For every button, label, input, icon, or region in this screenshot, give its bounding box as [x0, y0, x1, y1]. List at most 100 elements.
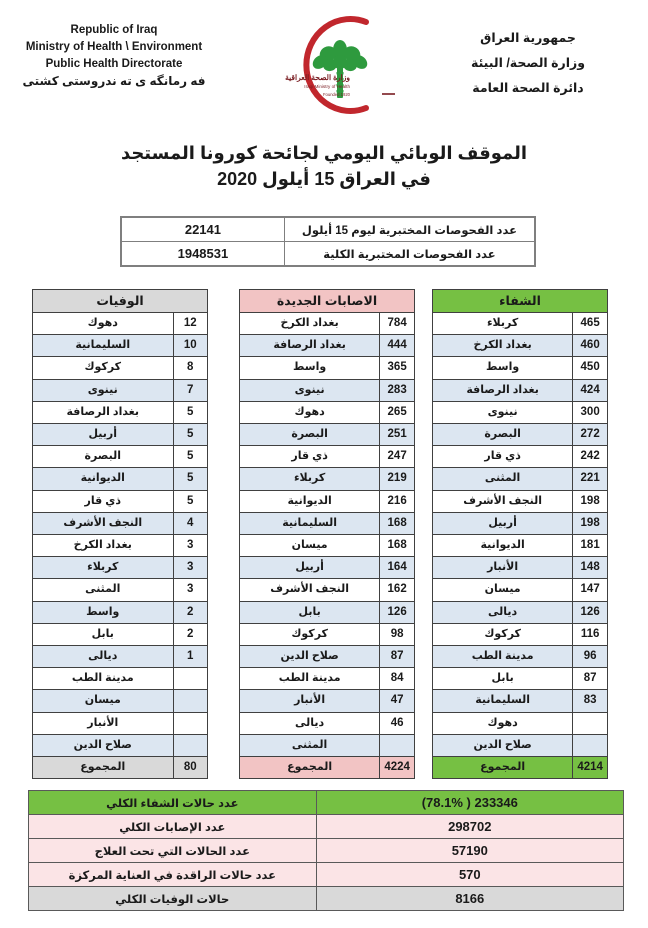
new-cases-value-cell: 444	[379, 334, 415, 358]
summary-label-cell: عدد الإصابات الكلي	[28, 814, 317, 839]
recovered-province-cell: النجف الأشرف	[431, 489, 574, 513]
deaths-value-cell: 5	[172, 400, 209, 425]
summary-value-cell: 57190	[315, 838, 625, 863]
table-row: 198 أربيل	[431, 511, 608, 536]
deaths-province-cell: بابل	[32, 622, 174, 647]
deaths-value-cell	[172, 733, 209, 758]
table-row: 181 الديوانية	[431, 534, 608, 558]
header-arabic-line-1: جمهورية العراق	[480, 31, 576, 45]
new-cases-value-cell: 126	[379, 600, 415, 624]
table-row: 424 بغداد الرصافة	[431, 378, 608, 402]
new-cases-value-cell: 168	[379, 534, 415, 558]
recovered-province-cell: الأنبار	[431, 556, 574, 580]
recovered-value-cell	[572, 711, 608, 735]
table-row: 1 ديالى	[32, 645, 209, 669]
deaths-value-cell: 12	[172, 311, 209, 336]
table-row: 444 بغداد الرصافة	[238, 334, 415, 358]
summary-value-cell: 233346 ( 78.1%)	[315, 790, 625, 815]
recovered-total-label: المجموع	[431, 756, 574, 780]
deaths-province-cell: أربيل	[32, 423, 174, 447]
deaths-value-cell: 7	[172, 378, 209, 402]
table-row: دهوك	[431, 711, 608, 735]
table-row: 247 ذي قار	[238, 445, 415, 469]
table-row: 251 البصرة	[238, 423, 415, 447]
table-header-row: الوفيات	[32, 289, 208, 313]
lab-tests-daily-label: عدد الفحوصات المختبرية ليوم 15 أيلول	[283, 217, 536, 242]
recovered-province-cell: ميسان	[431, 578, 574, 602]
recovered-value-cell: 465	[572, 311, 608, 336]
new-cases-value-cell: 365	[379, 356, 415, 380]
table-row: صلاح الدين	[431, 733, 608, 758]
recovered-value-cell: 147	[572, 578, 608, 602]
new-cases-total-label: المجموع	[238, 756, 381, 780]
recovered-value-cell: 116	[572, 622, 608, 647]
deaths-value-cell: 5	[172, 445, 209, 469]
table-row: 460 بغداد الكرخ	[431, 334, 608, 358]
header-english-line-2: Ministry of Health \ Environment	[25, 41, 203, 53]
logo-founded-text: Founded 1920	[323, 92, 351, 97]
table-row: 148 الأنبار	[431, 556, 608, 580]
table-row: صلاح الدين	[32, 733, 209, 758]
report-title-line-1: الموقف الوبائي اليومي لجائحة كورونا المس…	[120, 143, 528, 163]
table-row: 5 بغداد الرصافة	[32, 400, 209, 425]
recovered-value-cell: 460	[572, 334, 608, 358]
table-row: 5 أربيل	[32, 423, 209, 447]
new-cases-value-cell	[379, 733, 415, 758]
deaths-value-cell: 2	[172, 600, 209, 624]
summary-row: 570 عدد حالات الراقدة في العناية المركزة	[28, 862, 625, 887]
table-row: 450 واسط	[431, 356, 608, 380]
recovered-value-cell: 272	[572, 423, 608, 447]
table-row: 126 ديالى	[431, 600, 608, 624]
recovered-value-cell: 87	[572, 667, 608, 691]
table-row: 147 ميسان	[431, 578, 608, 602]
deaths-table-body: 12 دهوك 10 السليمانية 8 كركوك 7 نينوى 5 بغداد الر…	[32, 311, 209, 758]
table-row: 3 بغداد الكرخ	[32, 534, 209, 558]
table-row: 7 نينوى	[32, 378, 209, 402]
table-row: عدد الفحوصات المختبرية الكلية 1948531	[121, 241, 536, 266]
recovered-by-province-table: الشفاء 465 كربلاء 460 بغداد الكرخ 450 واسط 424…	[431, 289, 608, 780]
table-row: 47 الأنبار	[238, 689, 415, 713]
deaths-value-cell: 1	[172, 645, 209, 669]
deaths-province-cell: الديوانية	[32, 467, 174, 491]
summary-row: 233346 ( 78.1%) عدد حالات الشفاء الكلي	[28, 790, 625, 815]
recovered-province-cell: ديالى	[431, 600, 574, 624]
lab-tests-daily-value: 22141	[121, 217, 285, 242]
table-row: 96 مدينة الطب	[431, 645, 608, 669]
deaths-table-header: الوفيات	[32, 289, 208, 313]
deaths-province-cell: صلاح الدين	[32, 733, 174, 758]
recovered-table-body: 465 كربلاء 460 بغداد الكرخ 450 واسط 424 بغداد ا…	[431, 311, 608, 758]
table-row: 46 ديالى	[238, 711, 415, 735]
deaths-province-cell: بغداد الكرخ	[32, 534, 174, 558]
recovered-value-cell: 424	[572, 378, 608, 402]
table-row: 98 كركوك	[238, 622, 415, 647]
table-row: 265 دهوك	[238, 400, 415, 425]
table-row: 242 ذي قار	[431, 445, 608, 469]
deaths-value-cell: 5	[172, 423, 209, 447]
new-cases-value-cell: 84	[379, 667, 415, 691]
table-row: المثنى	[238, 733, 415, 758]
recovered-province-cell: ذي قار	[431, 445, 574, 469]
new-cases-total-value: 4224	[379, 756, 415, 780]
deaths-province-cell: ميسان	[32, 689, 174, 713]
table-row: عدد الفحوصات المختبرية ليوم 15 أيلول 221…	[121, 217, 536, 242]
national-summary-table: 233346 ( 78.1%) عدد حالات الشفاء الكلي 298…	[28, 790, 625, 911]
table-row: 219 كربلاء	[238, 467, 415, 491]
table-row: 83 السليمانية	[431, 689, 608, 713]
table-header-row: الاصابات الجديدة	[239, 289, 415, 313]
recovered-province-cell: كربلاء	[431, 311, 574, 336]
new-cases-province-cell: ديالى	[238, 711, 381, 735]
table-row: 784 بغداد الكرخ	[238, 311, 415, 336]
deaths-by-province-table: الوفيات 12 دهوك 10 السليمانية 8 كركوك 7 نينوى 5 ب…	[32, 289, 209, 780]
new-cases-province-cell: بابل	[238, 600, 381, 624]
deaths-province-cell: نينوى	[32, 378, 174, 402]
recovered-value-cell: 96	[572, 645, 608, 669]
logo-palm-tree	[312, 40, 368, 98]
recovered-province-cell: صلاح الدين	[431, 733, 574, 758]
table-row: 2 بابل	[32, 622, 209, 647]
recovered-value-cell: 198	[572, 511, 608, 536]
deaths-province-cell: الأنبار	[32, 711, 174, 735]
new-cases-province-cell: بغداد الرصافة	[238, 334, 381, 358]
table-row: 5 البصرة	[32, 445, 209, 469]
table-row: 8 كركوك	[32, 356, 209, 380]
lab-tests-total-value: 1948531	[121, 241, 285, 266]
